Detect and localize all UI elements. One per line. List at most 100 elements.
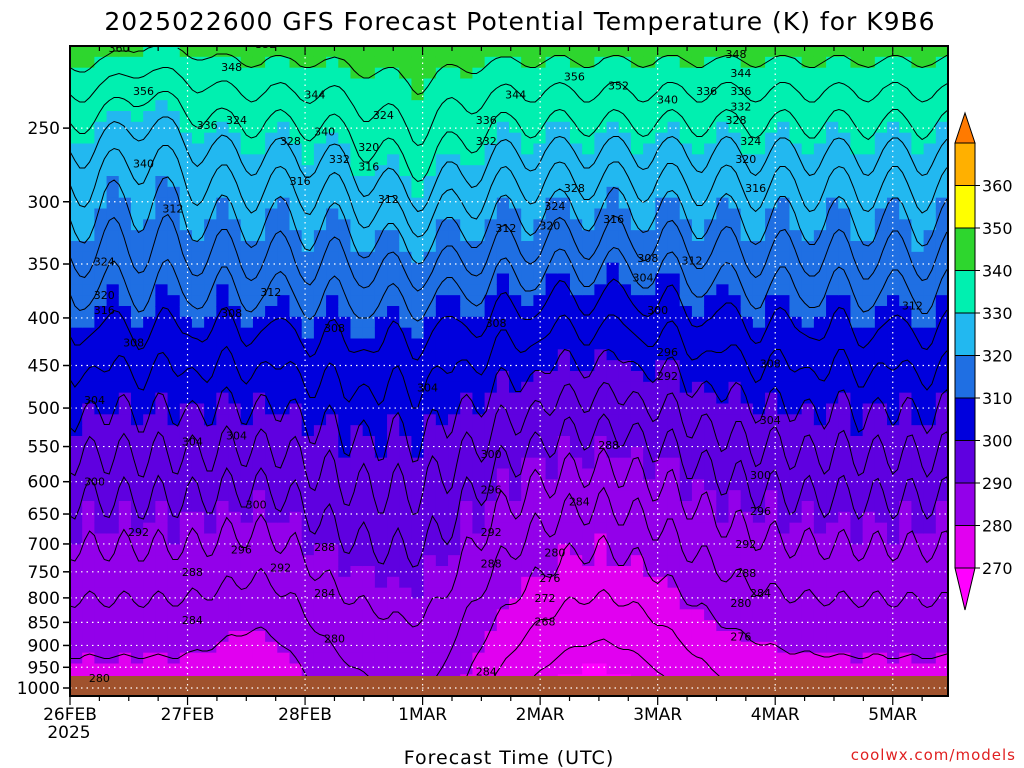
band-cell [826,111,839,123]
band-cell [350,620,364,632]
band-cell [704,381,717,394]
band-cell [667,219,681,231]
contour-label: 308 [486,317,507,330]
band-cell [265,457,278,470]
band-cell [826,208,839,220]
band-cell [789,555,803,567]
contour-label: 304 [226,429,247,442]
band-cell [326,457,339,470]
band-cell [606,241,620,253]
band-cell [460,241,474,253]
band-cell [813,219,827,231]
band-cell [813,251,827,264]
band-cell [667,67,681,80]
colorbar-swatch [954,142,976,186]
band-cell [850,197,864,210]
band-cell [118,251,132,264]
band-cell [509,576,522,589]
band-cell [338,230,352,242]
band-cell [423,262,437,275]
band-cell [643,522,656,535]
band-cell [704,132,717,145]
band-cell [679,544,693,556]
band-cell [667,609,681,621]
band-cell [265,479,278,491]
band-cell [704,89,717,101]
band-cell [777,641,791,654]
band-cell [887,89,900,101]
band-cell [460,338,474,350]
band-cell [374,609,388,621]
band-cell [874,154,888,166]
band-cell [374,241,388,253]
band-cell [472,230,486,242]
band-cell [387,576,400,589]
band-cell [70,544,83,556]
band-cell [252,360,266,372]
band-cell [728,533,742,545]
band-cell [179,56,193,69]
band-cell [94,100,108,112]
band-cell [545,338,559,350]
band-cell [655,89,669,101]
band-cell [204,295,217,307]
band-cell [301,609,315,621]
band-cell [838,425,852,437]
band-cell [789,641,803,654]
band-cell [301,46,315,58]
band-cell [167,468,181,480]
band-cell [728,284,742,296]
band-cell [252,78,266,90]
band-cell [606,587,620,600]
band-cell [655,609,669,621]
band-cell [448,533,461,545]
band-cell [313,251,327,264]
band-cell [155,436,169,448]
band-cell [240,381,254,394]
band-cell [838,652,852,665]
colorbar-label: 310 [982,389,1013,408]
band-cell [606,566,620,578]
band-cell [850,490,864,502]
contour-label: 300 [750,469,771,482]
contour-line-300 [70,348,948,463]
band-cell [228,360,242,372]
band-cell [765,566,778,578]
band-cell [362,631,376,643]
band-cell [777,414,791,426]
band-cell [216,284,230,296]
band-cell [399,251,413,264]
band-cell [509,522,522,535]
band-cell [691,284,705,296]
band-cell [813,663,827,675]
band-cell [874,186,888,199]
band-cell [643,381,656,394]
band-cell [874,631,888,643]
band-cell [82,576,95,589]
band-cell [362,251,376,264]
band-cell [935,446,948,459]
band-cell [899,360,913,372]
band-cell [265,219,278,231]
band-cell [887,143,900,155]
band-cell [216,522,230,535]
band-cell [70,381,83,394]
band-cell [667,46,681,58]
band-cell [509,208,522,220]
band-cell [277,143,291,155]
band-cell [643,414,656,426]
band-cell [70,436,83,448]
band-cell [935,598,948,610]
band-cell [350,165,364,177]
band-cell [569,89,583,101]
band-cell [740,425,754,437]
band-cell [82,241,95,253]
band-cell [191,360,205,372]
band-cell [472,663,486,675]
band-cell [545,316,559,329]
band-cell [435,652,449,665]
band-cell [106,349,120,361]
band-cell [204,501,217,513]
band-cell [594,56,608,69]
contour-label: 336 [476,114,497,127]
